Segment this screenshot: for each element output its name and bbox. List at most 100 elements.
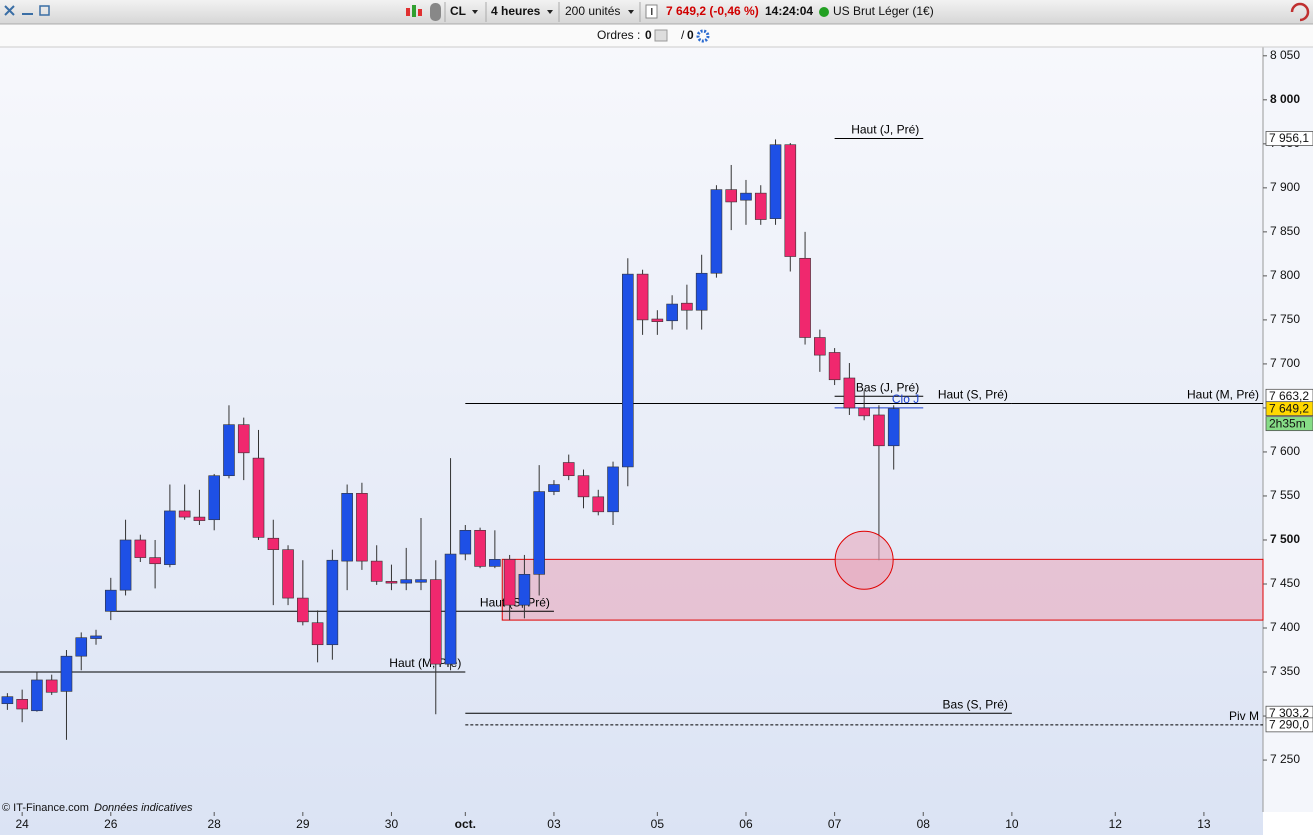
candle-body xyxy=(651,318,664,322)
candle-body xyxy=(814,337,826,356)
y-tick-label: 7 350 xyxy=(1270,664,1300,678)
x-tick-label: 26 xyxy=(104,817,118,831)
candle-body xyxy=(223,424,235,477)
source: © IT-Finance.com xyxy=(2,802,89,814)
candle-body xyxy=(149,557,161,565)
orders-separator: / xyxy=(681,28,685,42)
candle-body xyxy=(518,574,531,606)
x-tick-label: 12 xyxy=(1109,817,1123,831)
y-tick-label: 7 800 xyxy=(1270,268,1300,282)
candle-body xyxy=(60,655,73,692)
candle-body xyxy=(178,510,191,518)
x-tick-label: 08 xyxy=(917,817,931,831)
candle-body xyxy=(1,696,14,705)
y-tick-label: 7 550 xyxy=(1270,488,1300,502)
plot: Haut (J, Pré) Bas (J, Pré)Clo J Haut (S, P… xyxy=(0,123,1264,740)
candle-body xyxy=(252,457,265,538)
info-icon-mark xyxy=(651,8,653,15)
x-tick-label: 07 xyxy=(828,817,842,831)
candle-body xyxy=(16,699,28,710)
candle-body xyxy=(267,537,280,550)
candle-body xyxy=(356,493,368,562)
candle-body xyxy=(104,589,117,612)
level-label: Haut (M, Pré) xyxy=(1187,388,1259,402)
candle-body xyxy=(90,635,102,639)
candle-body xyxy=(887,408,900,447)
price-tag-label: 7 663,2 xyxy=(1269,389,1309,403)
x-tick-label: 03 xyxy=(547,817,561,831)
candle-body xyxy=(474,529,486,567)
candle-body xyxy=(533,491,545,575)
level-label: Bas (S, Pré) xyxy=(943,697,1008,711)
candle-body xyxy=(370,560,383,582)
maximize-button[interactable] xyxy=(39,5,50,16)
price-tag xyxy=(1265,717,1313,733)
candle-body xyxy=(31,679,43,712)
level-label: Bas (J, Pré) xyxy=(856,380,919,394)
candle-body xyxy=(311,622,324,646)
candle-body xyxy=(341,493,353,562)
dropdown-arrow[interactable] xyxy=(472,10,478,14)
candle-body xyxy=(45,679,58,693)
candle-body xyxy=(237,424,250,454)
candle-body xyxy=(326,559,339,646)
window-buttons[interactable] xyxy=(4,5,50,16)
candle-body xyxy=(592,496,605,513)
x-tick-label: 13 xyxy=(1197,817,1211,831)
x-tick-label: 05 xyxy=(651,817,665,831)
candle-body xyxy=(710,189,723,274)
candle-body xyxy=(666,303,678,322)
price-tag-label: 7 290,0 xyxy=(1269,718,1309,732)
candle-body xyxy=(828,352,841,381)
level-label: Haut (J, Pré) xyxy=(851,123,919,137)
price-tag-label: 7 303,2 xyxy=(1269,706,1309,720)
candle-body xyxy=(444,553,457,665)
candle-body xyxy=(858,407,870,417)
candle-body xyxy=(282,549,294,599)
candle-body xyxy=(873,414,885,447)
highlight-circle xyxy=(834,530,894,590)
candle-body xyxy=(622,273,634,468)
symbol[interactable]: CL xyxy=(450,4,466,18)
candle-body xyxy=(784,144,797,257)
candle-icon[interactable] xyxy=(406,5,422,17)
clock: 14:24:04 xyxy=(765,4,813,18)
link-icon[interactable] xyxy=(430,3,441,21)
candle-body xyxy=(607,466,619,513)
price-tag xyxy=(1265,401,1313,417)
x-tick-label: oct. xyxy=(455,817,476,831)
candle-body xyxy=(385,581,398,584)
x-tick-label: 29 xyxy=(296,817,310,831)
candle-body xyxy=(297,597,309,623)
candle-body xyxy=(119,539,132,591)
orders-executed: 0 xyxy=(687,28,694,42)
cancel-orders-icon[interactable] xyxy=(654,29,668,42)
candle-body xyxy=(75,637,88,657)
y-tick-label: 7 400 xyxy=(1270,620,1300,634)
instrument: US Brut Léger (1€) xyxy=(833,4,934,18)
candle-body xyxy=(208,475,220,521)
dropdown-arrow[interactable] xyxy=(628,10,634,14)
y-tick-label: 7 600 xyxy=(1270,444,1300,458)
price-tag-label: 7 649,2 xyxy=(1269,401,1309,415)
candle-body xyxy=(503,559,516,606)
y-tick-label: 8 000 xyxy=(1270,92,1300,106)
x-tick-label: 30 xyxy=(385,817,399,831)
candle-body xyxy=(548,484,560,492)
y-tick-label: 7 250 xyxy=(1270,752,1300,766)
candle-body xyxy=(843,377,856,409)
price-tag xyxy=(1265,131,1313,146)
timeframe[interactable]: 4 heures xyxy=(491,4,541,18)
dropdown-arrow[interactable] xyxy=(547,10,553,14)
y-tick-label: 8 050 xyxy=(1270,48,1300,62)
y-tick-label: 7 500 xyxy=(1270,532,1300,546)
settings-icon[interactable] xyxy=(696,29,710,43)
timer-tag xyxy=(1265,416,1313,432)
candle-body xyxy=(740,192,752,201)
candle-body xyxy=(769,144,782,219)
refresh-icon[interactable] xyxy=(1290,2,1310,22)
quantity[interactable]: 200 unités xyxy=(565,4,620,18)
close-button[interactable] xyxy=(4,5,15,16)
